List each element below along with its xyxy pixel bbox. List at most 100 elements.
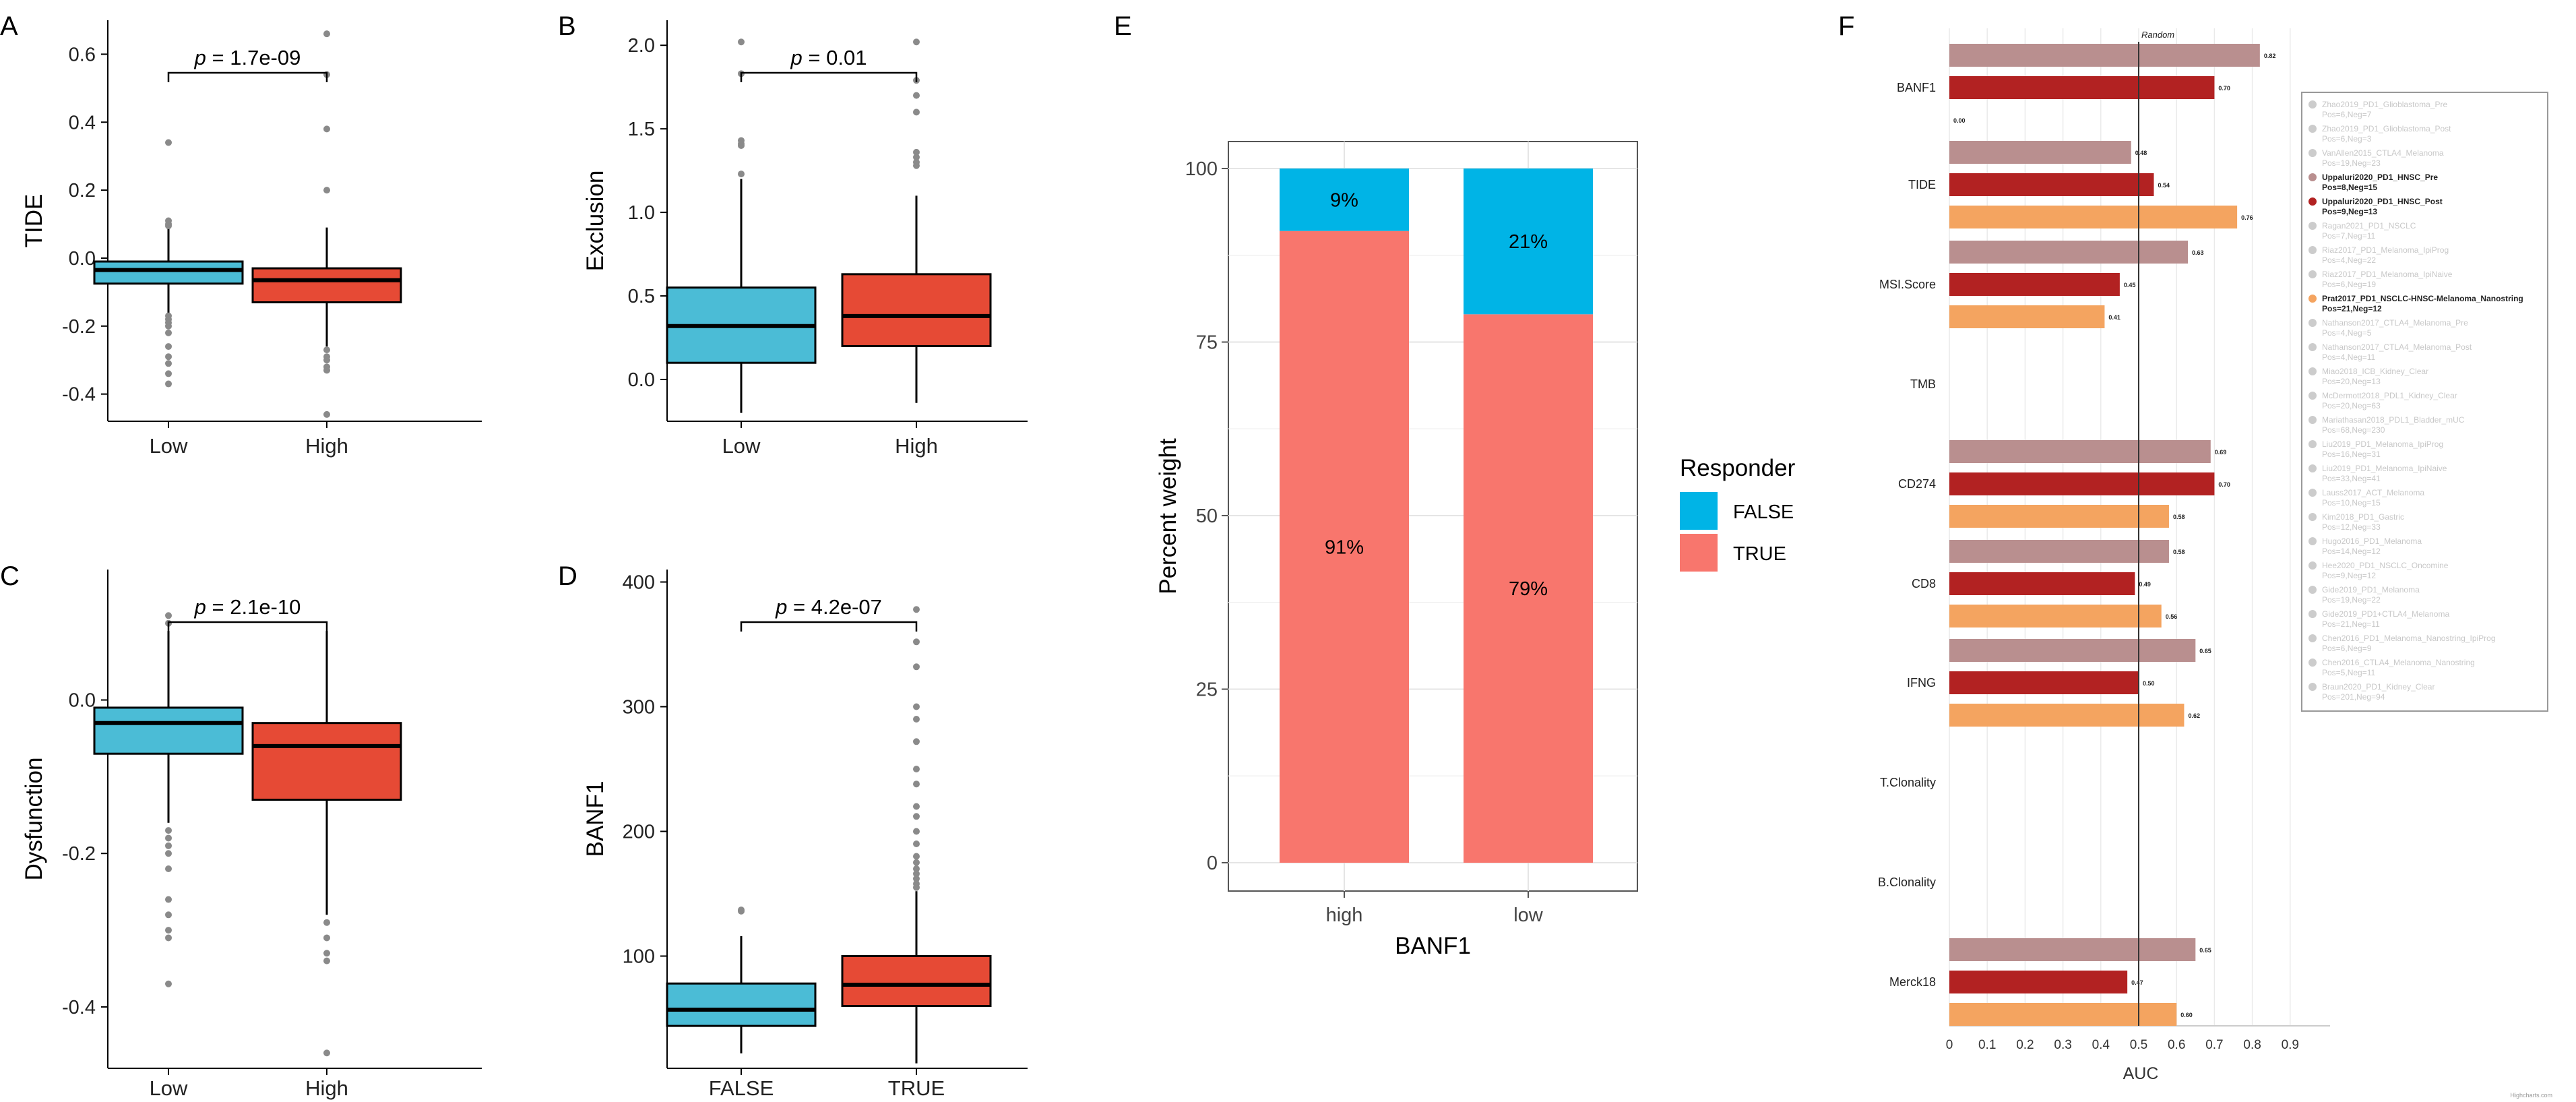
y-axis-label: Exclusion — [582, 171, 608, 272]
bar-true-low — [1464, 314, 1593, 863]
category-label: CD8 — [1912, 577, 1936, 590]
y-axis-label: Dysfunction — [21, 758, 47, 881]
legend-item-counts: Pos=6,Neg=9 — [2322, 644, 2372, 653]
pvalue-label: p = 4.2e-07 — [775, 595, 882, 619]
legend-item-counts: Pos=8,Neg=15 — [2322, 183, 2377, 192]
credits-label: Highcharts.com — [2510, 1092, 2552, 1099]
auc-bar — [1949, 605, 2162, 627]
outlier-point — [165, 827, 172, 834]
legend-item-name: Liu2019_PD1_Melanoma_IpiProg — [2322, 439, 2443, 449]
y-tick-label: 1.0 — [628, 202, 655, 224]
panel-b: B p = 0.01 2.0 1.5 1.0 0.5 0.0 Exclusion Low Hi… — [558, 11, 1028, 458]
outlier-point — [913, 738, 920, 745]
legend-marker — [2308, 416, 2317, 424]
x-tick-label: 0.2 — [2016, 1038, 2034, 1052]
auc-bar — [1949, 505, 2169, 528]
outlier-point — [323, 410, 330, 418]
y-tick-label: 0.0 — [69, 690, 96, 712]
auc-bar — [1949, 704, 2185, 727]
legend-item-counts: Pos=4,Neg=11 — [2322, 353, 2375, 362]
x-tick-label: 0.9 — [2282, 1038, 2299, 1052]
outlier-point — [165, 834, 172, 842]
legend-marker — [2308, 100, 2317, 109]
auc-bar — [1949, 671, 2139, 694]
auc-bar — [1949, 273, 2120, 296]
y-tick-label: 0.5 — [628, 286, 655, 307]
significance-bracket — [167, 621, 328, 632]
auc-value-label: 0.49 — [2139, 581, 2151, 588]
legend-title: Responder — [1680, 455, 1796, 481]
legend-item-name: Chen2016_PD1_Melanoma_Nanostring_IpiProg — [2322, 634, 2496, 643]
legend-item-name: Riaz2017_PD1_Melanoma_IpiProg — [2322, 245, 2449, 255]
significance-bracket — [740, 71, 918, 82]
legend-item-name: Nathanson2017_CTLA4_Melanoma_Post — [2322, 342, 2472, 352]
legend-item-name: Miao2018_ICB_Kidney_Clear — [2322, 367, 2428, 376]
legend-item-counts: Pos=20,Neg=13 — [2322, 377, 2381, 386]
legend-item-counts: Pos=4,Neg=22 — [2322, 255, 2376, 265]
panel-letter-f: F — [1838, 11, 1854, 41]
outlier-point — [913, 109, 920, 116]
auc-bar — [1949, 572, 2135, 595]
data-label-false: 9% — [1330, 189, 1358, 211]
auc-value-label: 0.56 — [2166, 613, 2178, 620]
legend-marker — [2308, 149, 2317, 157]
x-axis-label: BANF1 — [1395, 933, 1471, 959]
significance-bracket — [167, 71, 328, 82]
auc-value-label: 0.82 — [2264, 53, 2276, 59]
category-label: MSI.Score — [1879, 278, 1936, 291]
legend-marker — [2308, 367, 2317, 375]
y-tick-label: -0.4 — [62, 997, 96, 1018]
category-label: TMB — [1910, 377, 1936, 391]
outlier-point — [165, 343, 172, 350]
legend-item-counts: Pos=12,Neg=33 — [2322, 522, 2381, 532]
auc-bar — [1949, 440, 2211, 463]
legend-label-true: TRUE — [1733, 543, 1786, 565]
legend-item-name: Hugo2016_PD1_Melanoma — [2322, 537, 2422, 546]
box-high — [251, 722, 402, 801]
legend-marker — [2308, 464, 2317, 472]
outlier-point — [165, 329, 172, 336]
auc-bar — [1949, 173, 2154, 196]
legend-marker — [2308, 489, 2317, 497]
legend-marker — [2308, 440, 2317, 448]
y-tick-label: 400 — [623, 572, 655, 594]
legend-marker — [2308, 343, 2317, 351]
bar-false-high — [1280, 169, 1409, 231]
outlier-point — [913, 840, 920, 847]
auc-bar — [1949, 540, 2169, 563]
x-tick-label: TRUE — [888, 1076, 945, 1100]
legend-item-counts: Pos=19,Neg=23 — [2322, 158, 2381, 168]
legend-item-name: Kim2018_PD1_Gastric — [2322, 512, 2404, 522]
category-label: TIDE — [1908, 178, 1936, 191]
x-tick-label: 0.6 — [2168, 1038, 2185, 1052]
auc-bar — [1949, 241, 2189, 264]
auc-bar — [1949, 76, 2215, 99]
box-true — [841, 955, 992, 1007]
outlier-point — [738, 907, 745, 915]
box-false — [666, 982, 817, 1027]
outlier-point — [913, 865, 920, 872]
outlier-point — [738, 171, 745, 178]
panel-letter-d: D — [558, 561, 577, 591]
outlier-point — [323, 187, 330, 194]
y-tick-label: 300 — [623, 697, 655, 718]
auc-value-label: 0.48 — [2135, 150, 2147, 156]
auc-value-label: 0.70 — [2218, 481, 2230, 488]
random-reference-label: Random — [2141, 30, 2174, 40]
legend-item-counts: Pos=5,Neg=11 — [2322, 668, 2375, 677]
legend-item-counts: Pos=33,Neg=41 — [2322, 474, 2381, 483]
box-low — [93, 706, 244, 755]
legend-marker — [2308, 173, 2317, 181]
auc-value-label: 0.60 — [2180, 1012, 2193, 1018]
legend-item-counts: Pos=7,Neg=11 — [2322, 231, 2375, 241]
x-tick-label: low — [1513, 905, 1544, 926]
legend-item-name: Chen2016_CTLA4_Melanoma_Nanostring — [2322, 658, 2475, 667]
legend-marker — [2308, 319, 2317, 327]
legend-marker — [2308, 270, 2317, 278]
legend-marker — [2308, 683, 2317, 691]
legend-marker — [2308, 537, 2317, 545]
legend-item-counts: Pos=14,Neg=12 — [2322, 547, 2381, 556]
y-tick-label: 50 — [1196, 506, 1218, 527]
legend-item-name: Gide2019_PD1+CTLA4_Melanoma — [2322, 609, 2449, 619]
auc-value-label: 0.47 — [2131, 979, 2143, 986]
